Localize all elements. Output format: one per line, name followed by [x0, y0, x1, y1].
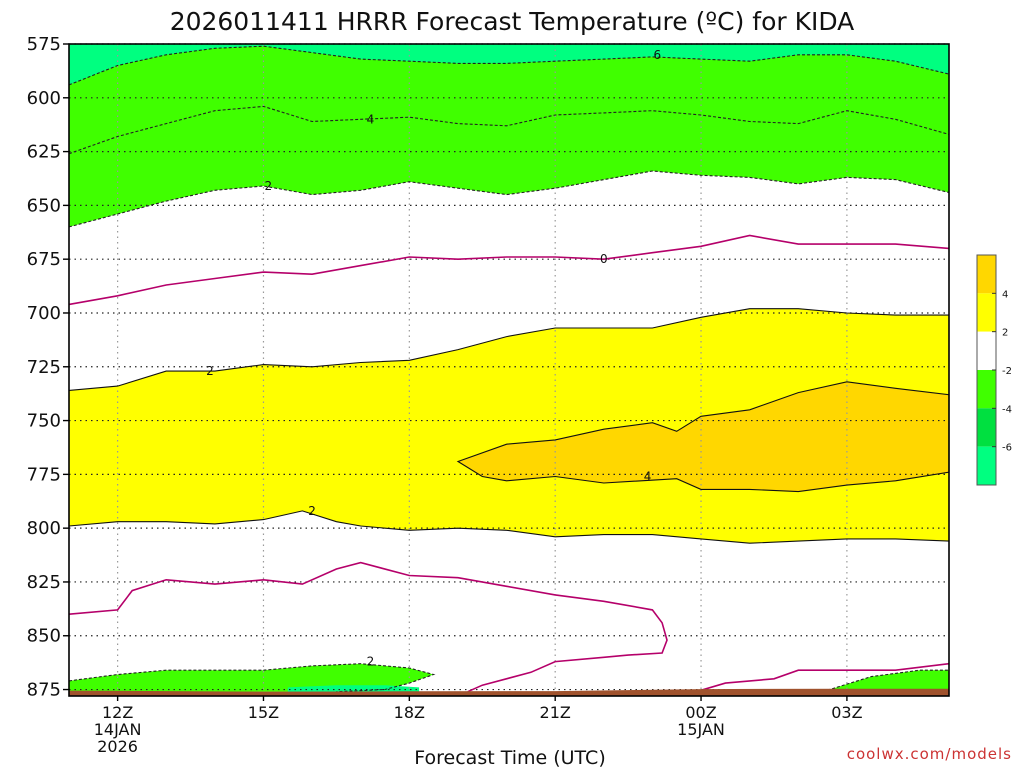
colorbar-swatch [977, 293, 996, 332]
contour-label: 2 [308, 504, 316, 518]
x-tick-label: 18Z [394, 703, 425, 722]
contour-label: 4 [644, 470, 652, 484]
colorbar-label: 2 [1002, 328, 1008, 339]
contour-label: 4 [367, 112, 375, 126]
x-axis-label: Forecast Time (UTC) [414, 747, 605, 768]
fill-low-green-band-right [822, 670, 949, 692]
contour-line [68, 663, 436, 693]
x-tick-label: 2026 [97, 737, 138, 756]
fill-cold-zone [69, 44, 949, 85]
ground-band [69, 691, 949, 696]
y-tick-label: 875 [27, 680, 61, 701]
contour-label: 2 [265, 179, 273, 193]
contour-line [822, 669, 949, 693]
y-tick-label: 850 [27, 626, 61, 647]
colorbar-swatch [977, 370, 996, 409]
y-tick-label: 825 [27, 572, 61, 593]
y-tick-label: 775 [27, 464, 61, 485]
plot-frame [68, 43, 950, 697]
contour-line [68, 170, 950, 228]
contour-line [68, 308, 949, 391]
colorbar-label: -4 [1002, 404, 1012, 415]
contour-line [68, 105, 950, 155]
y-tick-label: 700 [27, 303, 61, 324]
contour-label: 0 [600, 252, 608, 266]
fill-low-green-band [69, 663, 434, 692]
x-tick-label: 03Z [831, 703, 862, 722]
y-tick-label: 600 [27, 88, 61, 109]
colorbar-swatch [977, 331, 996, 370]
contour-line [68, 234, 950, 306]
credit-text: coolwx.com/models [847, 745, 1012, 763]
colorbar-swatch [977, 446, 996, 485]
colorbar-label: -2 [1002, 366, 1012, 377]
ground-band-top [69, 688, 949, 694]
fill-gold-zone [458, 381, 949, 492]
colorbar: 4 2 -2 -4 -6 [976, 254, 1012, 486]
x-tick-label: 14JAN [94, 720, 142, 739]
contour-line [68, 45, 950, 86]
fill-green-zone [69, 44, 949, 227]
contour-label: 6 [653, 48, 661, 62]
contour-line [695, 662, 950, 693]
x-tick-label: 00Z [685, 703, 716, 722]
y-tick-label: 750 [27, 411, 61, 432]
x-tick-label: 12Z [102, 703, 133, 722]
y-tick-label: 575 [27, 34, 61, 55]
y-tick-label: 675 [27, 249, 61, 270]
y-tick-label: 625 [27, 142, 61, 163]
contour-label: 2 [367, 655, 375, 669]
plot-area: 6 4 2 0 2 2 4 2 [68, 43, 950, 696]
colorbar-label: 4 [1002, 289, 1008, 300]
y-tick-label: 650 [27, 195, 61, 216]
y-tick-label: 800 [27, 518, 61, 539]
axes: 575 600 625 650 675 700 725 750 775 800 825 850 875 1… [27, 34, 950, 756]
contour-line [68, 510, 950, 544]
colorbar-swatch [977, 408, 996, 447]
colorbar-label: -6 [1002, 443, 1012, 454]
y-tick-label: 725 [27, 357, 61, 378]
contour-line [68, 561, 668, 693]
contour-label: 2 [206, 364, 214, 378]
x-tick-label: 21Z [540, 703, 571, 722]
chart-title: 2026011411 HRRR Forecast Temperature (ºC… [170, 7, 855, 36]
x-tick-label: 15Z [248, 703, 279, 722]
colorbar-swatch [977, 255, 996, 294]
x-tick-label: 15JAN [677, 720, 725, 739]
